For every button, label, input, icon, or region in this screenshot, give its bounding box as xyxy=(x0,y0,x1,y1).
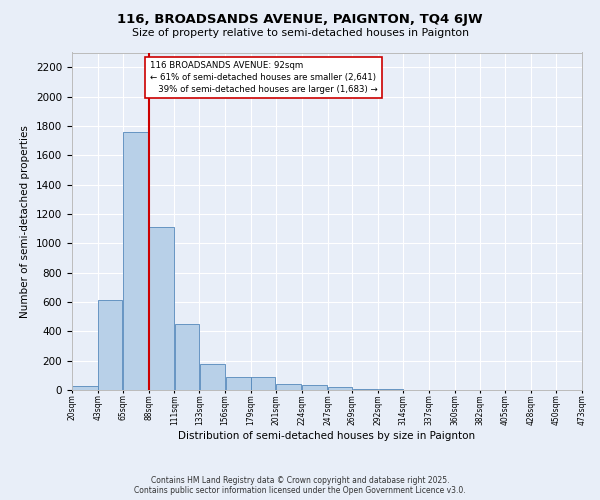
Y-axis label: Number of semi-detached properties: Number of semi-detached properties xyxy=(20,125,31,318)
Text: Size of property relative to semi-detached houses in Paignton: Size of property relative to semi-detach… xyxy=(131,28,469,38)
Text: 116 BROADSANDS AVENUE: 92sqm
← 61% of semi-detached houses are smaller (2,641)
 : 116 BROADSANDS AVENUE: 92sqm ← 61% of se… xyxy=(149,62,377,94)
Text: 116, BROADSANDS AVENUE, PAIGNTON, TQ4 6JW: 116, BROADSANDS AVENUE, PAIGNTON, TQ4 6J… xyxy=(117,12,483,26)
Bar xyxy=(123,132,148,390)
X-axis label: Distribution of semi-detached houses by size in Paignton: Distribution of semi-detached houses by … xyxy=(178,430,476,440)
Bar xyxy=(328,387,352,390)
Bar xyxy=(302,385,327,390)
Bar xyxy=(276,384,301,390)
Text: Contains HM Land Registry data © Crown copyright and database right 2025.
Contai: Contains HM Land Registry data © Crown c… xyxy=(134,476,466,495)
Bar xyxy=(98,300,122,390)
Bar xyxy=(73,386,98,390)
Bar xyxy=(175,324,199,390)
Bar xyxy=(226,377,251,390)
Bar xyxy=(149,227,174,390)
Bar xyxy=(200,364,225,390)
Bar xyxy=(251,377,275,390)
